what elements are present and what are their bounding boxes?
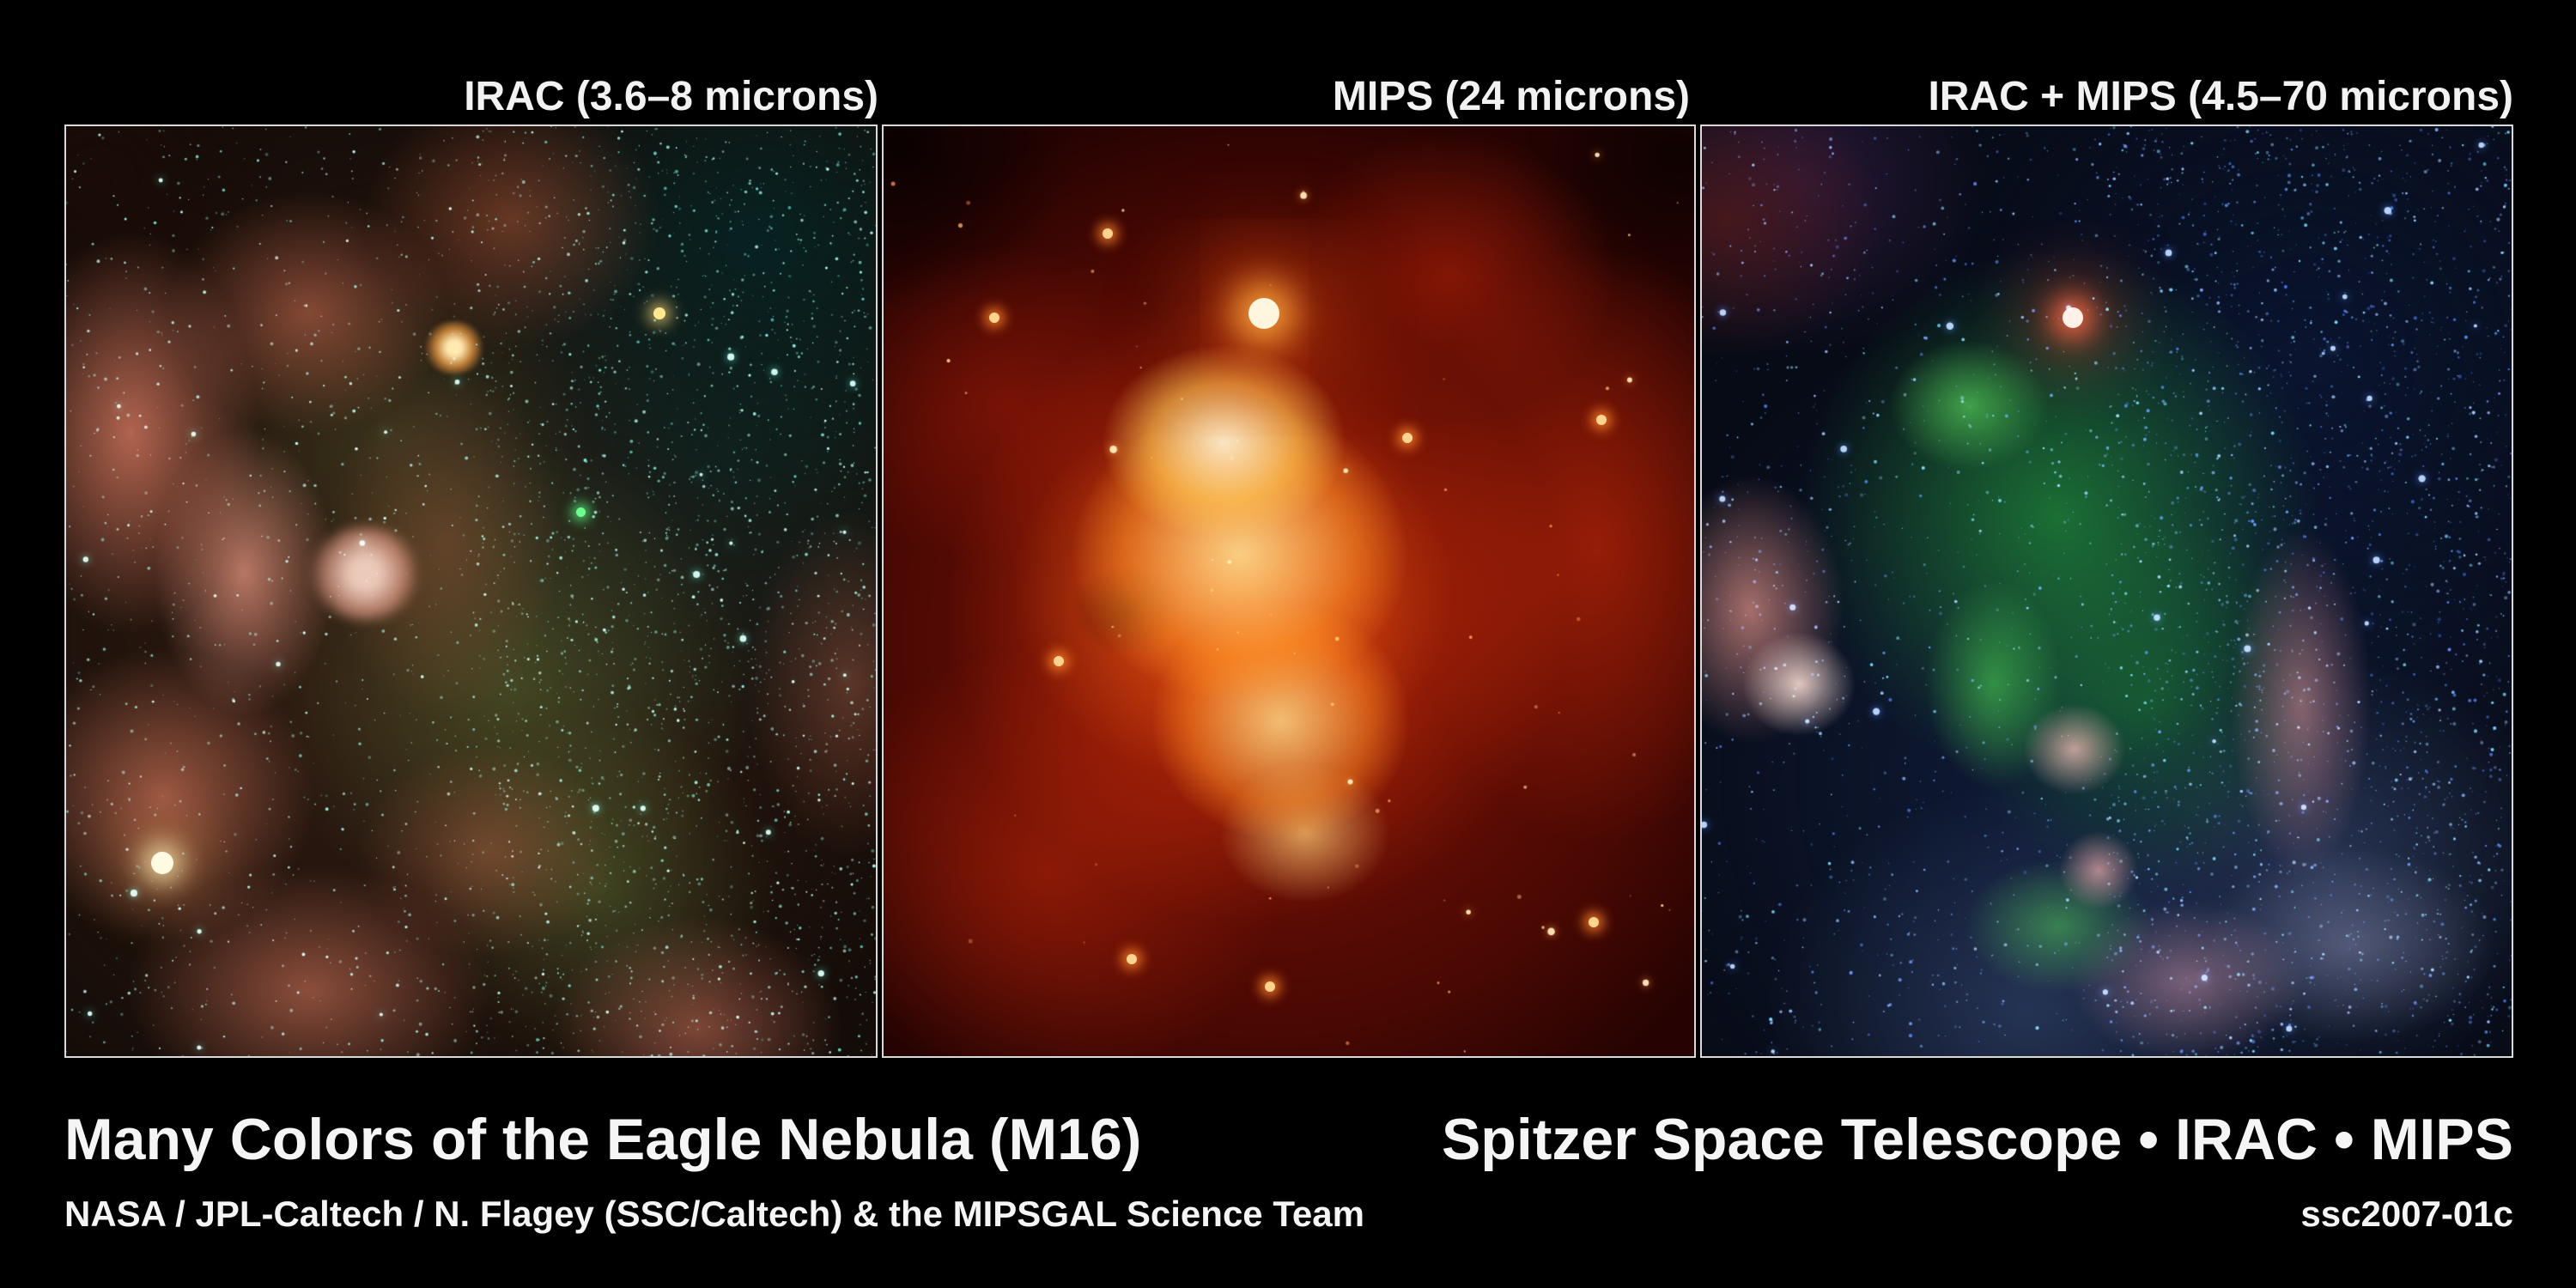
mission-title: Spitzer Space Telescope • IRAC • MIPS [1441, 1107, 2513, 1172]
starfield-canvas-mips [884, 126, 1694, 1056]
panel-label-mips: MIPS (24 microns) [1332, 74, 1690, 119]
credit-line: NASA / JPL-Caltech / N. Flagey (SSC/Calt… [64, 1194, 1364, 1234]
panel-irac-image [64, 125, 878, 1058]
starfield-canvas-irac [66, 126, 877, 1056]
panel-irac-mips-image [1699, 125, 2513, 1058]
panel-label-irac: IRAC (3.6–8 microns) [464, 74, 878, 119]
panel-strip [64, 125, 2513, 1058]
release-id: ssc2007-01c [2300, 1194, 2513, 1234]
panel-label-irac-mips: IRAC + MIPS (4.5–70 microns) [1928, 74, 2513, 119]
image-title: Many Colors of the Eagle Nebula (M16) [64, 1107, 1142, 1172]
panel-mips-image [882, 125, 1696, 1058]
starfield-canvas-irac-mips [1701, 126, 2512, 1056]
